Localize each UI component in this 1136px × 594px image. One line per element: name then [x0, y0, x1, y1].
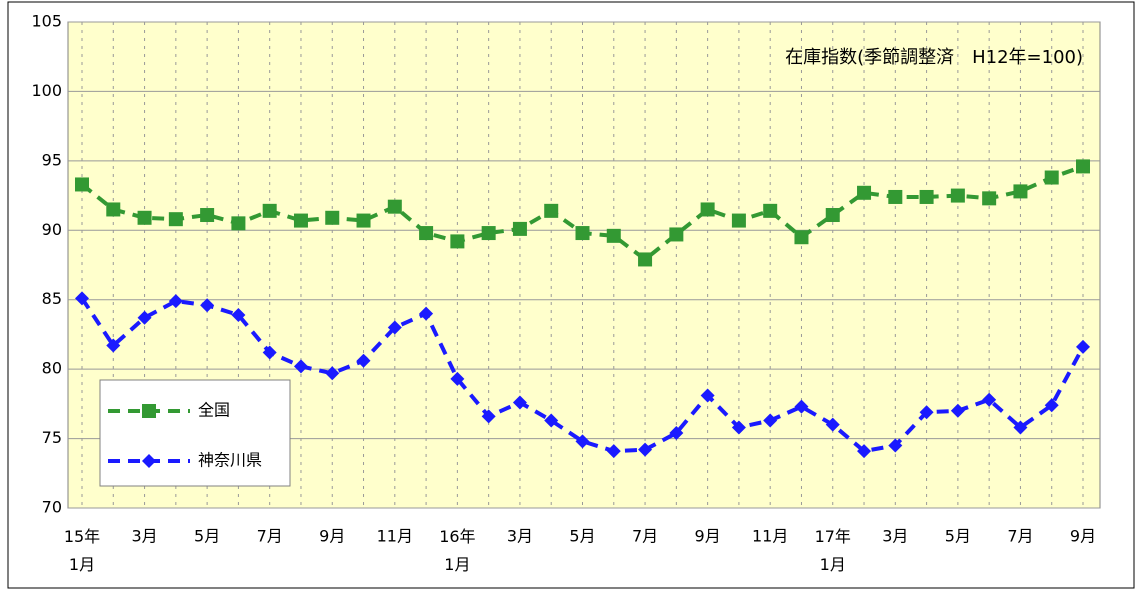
legend	[99, 379, 291, 487]
marker	[387, 199, 402, 214]
marker	[106, 202, 121, 217]
marker	[1076, 159, 1090, 174]
x-tick-label: 7月	[632, 527, 658, 546]
marker	[794, 399, 809, 414]
x-tick-label: 16年 1月	[439, 527, 475, 574]
y-tick-label: 80	[42, 359, 62, 378]
marker	[1013, 184, 1028, 199]
marker	[575, 434, 590, 449]
marker	[200, 208, 215, 223]
marker	[293, 359, 308, 374]
marker	[857, 185, 872, 200]
y-tick-label: 105	[31, 12, 62, 31]
marker	[638, 442, 653, 457]
x-tick-label: 3月	[882, 527, 908, 546]
marker	[142, 454, 156, 468]
marker	[982, 392, 997, 407]
y-tick-label: 95	[42, 150, 62, 169]
marker	[106, 338, 121, 353]
y-tick-label: 85	[42, 289, 62, 308]
marker	[950, 403, 965, 418]
marker	[825, 417, 840, 432]
x-tick-label: 11月	[377, 527, 413, 546]
marker	[450, 234, 465, 249]
x-tick-label: 11月	[752, 527, 788, 546]
marker	[544, 203, 559, 218]
x-tick-label: 9月	[1070, 527, 1096, 546]
marker	[825, 208, 840, 223]
marker	[142, 404, 156, 418]
marker	[731, 213, 746, 228]
marker	[857, 444, 872, 459]
x-tick-label: 5月	[945, 527, 971, 546]
marker	[638, 252, 653, 267]
marker	[1013, 420, 1028, 435]
x-tick-label: 7月	[257, 527, 283, 546]
marker	[606, 228, 621, 243]
x-tick-label: 3月	[507, 527, 533, 546]
marker	[888, 189, 903, 204]
marker	[168, 212, 183, 227]
marker	[669, 227, 684, 242]
marker	[1076, 339, 1090, 354]
marker	[137, 210, 152, 225]
marker	[950, 188, 965, 203]
lines	[75, 159, 1090, 459]
marker	[293, 213, 308, 228]
marker	[168, 294, 183, 309]
marker	[450, 371, 465, 386]
x-tick-label: 15年 1月	[64, 527, 100, 574]
marker	[794, 230, 809, 245]
marker	[200, 298, 215, 313]
marker	[481, 226, 496, 241]
y-tick-label: 70	[42, 498, 62, 517]
x-tick-label: 17年 1月	[815, 527, 851, 574]
legend-label: 神奈川県	[198, 451, 262, 470]
x-tick-label: 7月	[1007, 527, 1033, 546]
marker	[75, 177, 89, 192]
marker	[982, 191, 997, 206]
marker	[512, 395, 527, 410]
marker	[763, 413, 778, 428]
marker	[325, 366, 340, 381]
marker	[262, 345, 277, 360]
x-tick-label: 9月	[695, 527, 721, 546]
x-tick-label: 3月	[131, 527, 157, 546]
marker	[544, 413, 559, 428]
y-tick-label: 75	[42, 428, 62, 447]
legend-label: 全国	[198, 401, 230, 420]
marker	[419, 226, 434, 241]
x-tick-label: 5月	[194, 527, 220, 546]
marker	[669, 426, 684, 441]
marker	[763, 203, 778, 218]
marker	[1044, 170, 1059, 185]
marker	[512, 221, 527, 236]
x-tick-label: 9月	[319, 527, 345, 546]
marker	[325, 210, 340, 225]
y-tick-label: 100	[31, 81, 62, 100]
marker	[700, 388, 715, 403]
marker	[606, 444, 621, 459]
marker	[575, 226, 590, 241]
marker	[919, 405, 934, 420]
marker	[387, 320, 402, 335]
marker	[231, 216, 246, 231]
x-tick-label: 5月	[569, 527, 595, 546]
annotation: 在庫指数(季節調整済 H12年=100)	[785, 47, 1083, 68]
marker	[137, 310, 152, 325]
marker	[262, 203, 277, 218]
marker	[1044, 398, 1059, 413]
marker	[419, 306, 434, 321]
marker	[356, 213, 371, 228]
y-tick-label: 90	[42, 220, 62, 239]
marker	[231, 307, 246, 322]
marker	[731, 420, 746, 435]
marker	[700, 202, 715, 217]
marker	[481, 409, 496, 424]
marker	[356, 353, 371, 368]
marker	[888, 438, 903, 453]
marker	[75, 291, 89, 306]
marker	[919, 189, 934, 204]
